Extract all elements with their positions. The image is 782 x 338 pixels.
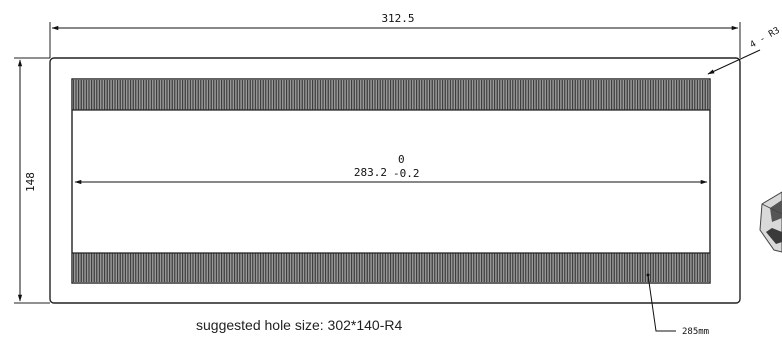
outer-frame <box>49 57 741 304</box>
tolerance-upper: 0 <box>398 153 405 166</box>
width-label: 312.5 <box>381 12 414 25</box>
note-leader-line <box>647 274 676 332</box>
bottom-note-label: 285mm <box>682 327 709 337</box>
height-label: 148 <box>24 172 37 192</box>
bottom-hatch-strip <box>73 253 709 282</box>
radius-leader-line <box>707 49 761 75</box>
radius-label: 4 - R3 <box>749 26 782 51</box>
inner-width-label: 283.2 <box>354 166 387 179</box>
hole-size-caption: suggested hole size: 302*140-R4 <box>196 317 403 333</box>
top-hatch-strip <box>73 80 709 110</box>
product-3d-view <box>759 191 782 253</box>
tolerance-lower: -0.2 <box>393 167 420 180</box>
